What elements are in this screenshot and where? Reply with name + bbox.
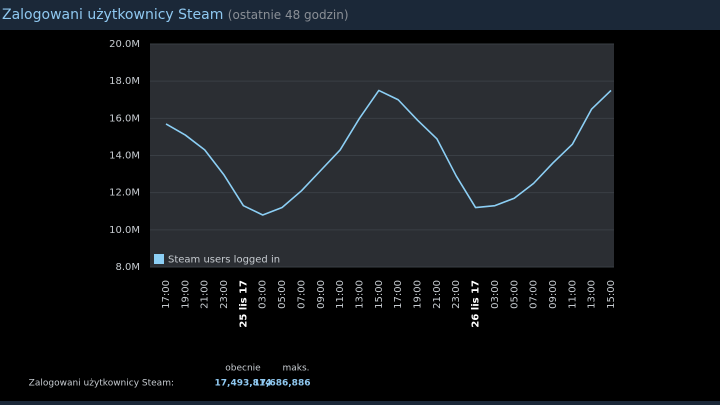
y-tick-label: 12.0M <box>109 188 140 199</box>
x-tick-label: 15:00 <box>374 280 385 309</box>
chart-title: Zalogowani użytkownicy Steam (ostatnie 4… <box>2 7 349 23</box>
x-tick-label: 23:00 <box>219 280 230 309</box>
subtitle: (ostatnie 48 godzin) <box>228 8 349 22</box>
x-tick-label: 03:00 <box>490 280 501 309</box>
x-tick-label: 23:00 <box>451 280 462 309</box>
stat-header: maks. <box>282 364 309 374</box>
legend-label: Steam users logged in <box>168 255 280 266</box>
x-tick-label: 19:00 <box>180 280 191 309</box>
x-tick-label: 07:00 <box>296 280 307 309</box>
x-tick-label: 09:00 <box>316 280 327 309</box>
y-tick-label: 10.0M <box>109 225 140 236</box>
y-tick-label: 8.0M <box>115 262 140 273</box>
x-tick-label: 25 lis 17 <box>238 280 249 328</box>
footer-band <box>0 401 720 405</box>
x-tick-label: 13:00 <box>587 280 598 309</box>
stat-label: Zalogowani użytkownicy Steam: <box>29 379 174 389</box>
x-tick-label: 21:00 <box>200 280 211 309</box>
stat-value: 17,686,886 <box>254 379 311 389</box>
x-tick-label: 15:00 <box>606 280 617 309</box>
stat-header: obecnie <box>225 364 261 374</box>
x-tick-label: 19:00 <box>413 280 424 309</box>
title-text: Zalogowani użytkownicy Steam <box>2 7 223 23</box>
y-tick-label: 20.0M <box>109 39 140 50</box>
x-tick-label: 09:00 <box>548 280 559 309</box>
x-tick-label: 05:00 <box>277 280 288 309</box>
x-tick-label: 13:00 <box>354 280 365 309</box>
y-tick-label: 16.0M <box>109 113 140 124</box>
x-tick-label: 21:00 <box>432 280 443 309</box>
legend-swatch <box>154 254 164 264</box>
y-tick-label: 14.0M <box>109 151 140 162</box>
x-tick-label: 07:00 <box>529 280 540 309</box>
data-line <box>165 89 612 216</box>
y-tick-label: 18.0M <box>109 76 140 87</box>
header-band <box>0 0 720 30</box>
x-tick-label: 05:00 <box>509 280 520 309</box>
x-tick-label: 26 lis 17 <box>471 280 482 328</box>
x-tick-label: 03:00 <box>258 280 269 309</box>
x-tick-label: 11:00 <box>335 280 346 309</box>
x-tick-label: 17:00 <box>393 280 404 309</box>
x-tick-label: 17:00 <box>161 280 172 309</box>
stat-value: 17,493,814 <box>215 379 272 389</box>
x-tick-label: 11:00 <box>567 280 578 309</box>
